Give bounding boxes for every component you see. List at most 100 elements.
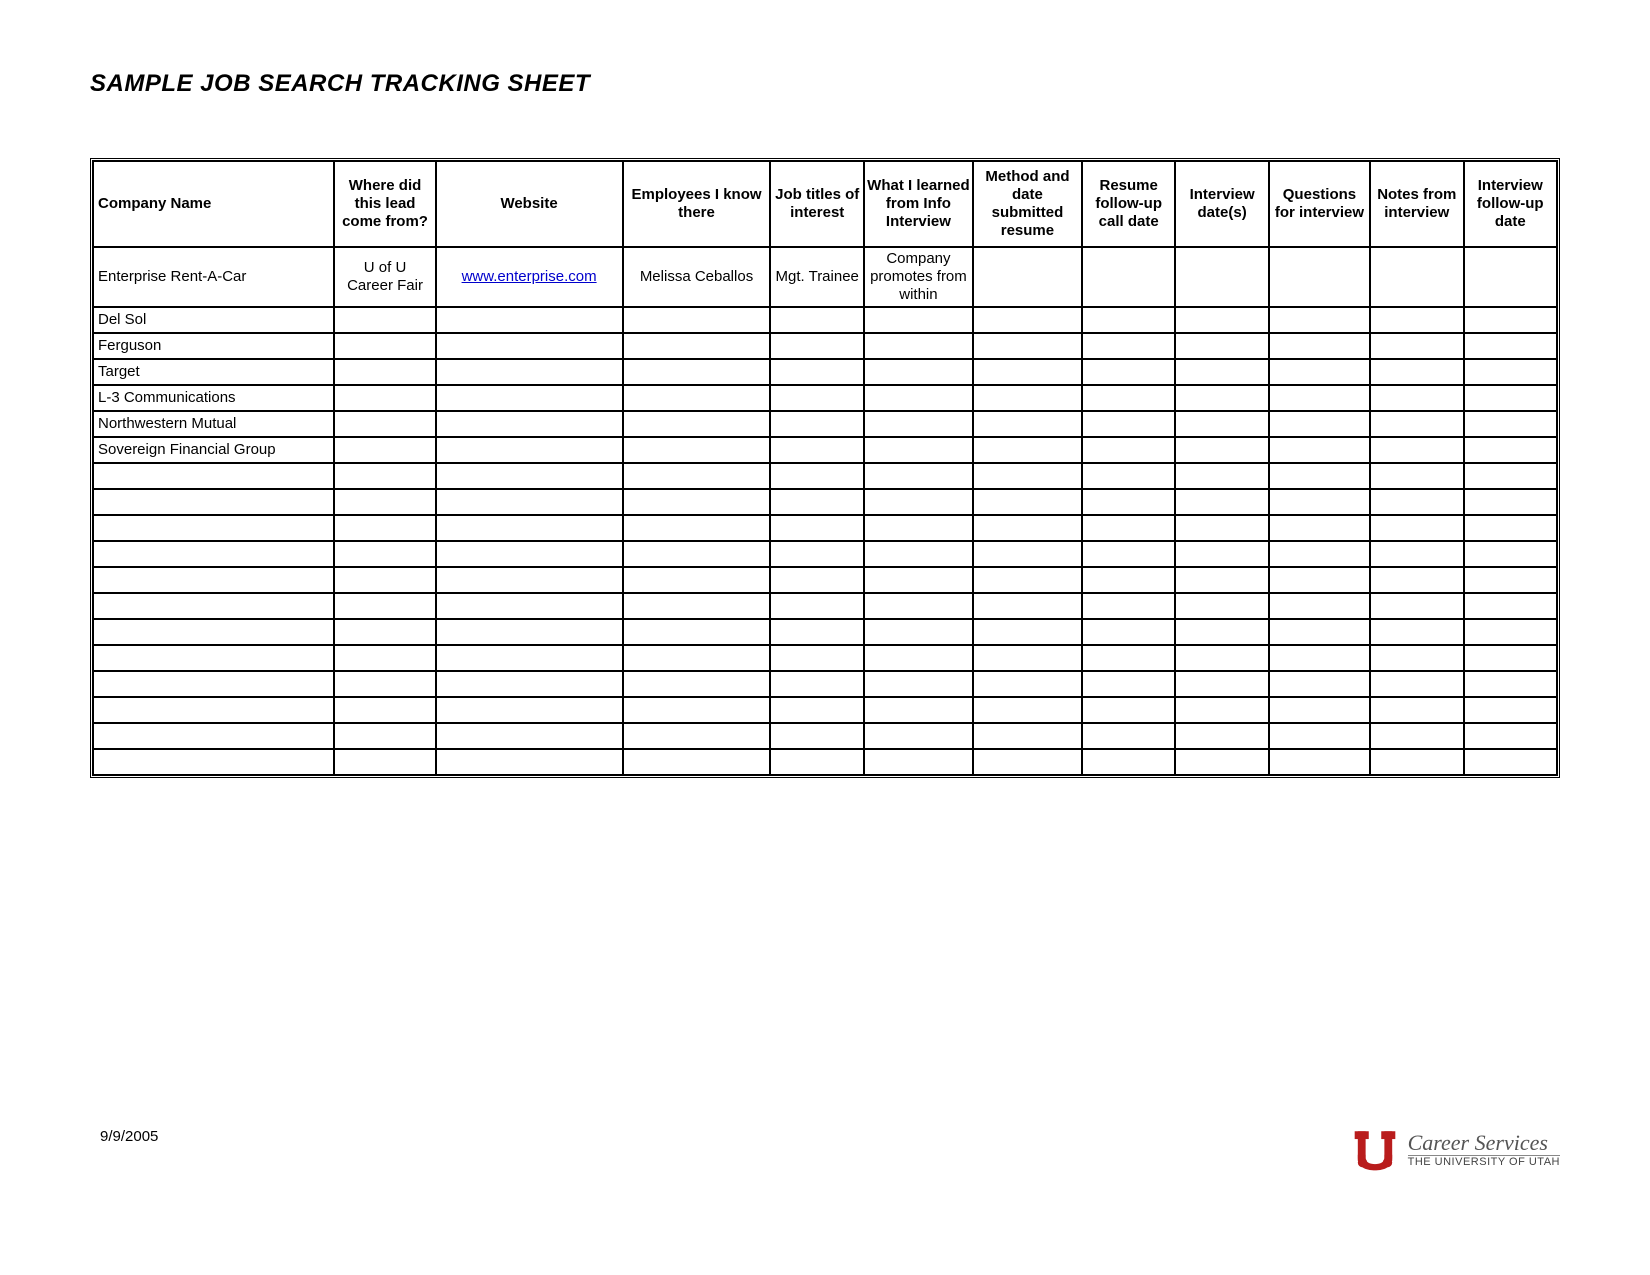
cell-company: Target [93, 359, 334, 385]
cell-company: Enterprise Rent-A-Car [93, 247, 334, 307]
cell-notes [1370, 593, 1463, 619]
cell-learned [864, 307, 973, 333]
cell-questions [1269, 463, 1370, 489]
cell-employees [623, 697, 771, 723]
cell-learned [864, 333, 973, 359]
cell-website [436, 697, 623, 723]
cell-questions [1269, 619, 1370, 645]
cell-employees [623, 723, 771, 749]
cell-titles [770, 359, 863, 385]
cell-notes [1370, 489, 1463, 515]
page: SAMPLE JOB SEARCH TRACKING SHEET Company… [0, 0, 1650, 1275]
cell-resumefu [1082, 411, 1175, 437]
cell-method [973, 619, 1082, 645]
cell-lead [334, 515, 435, 541]
cell-employees [623, 619, 771, 645]
cell-learned [864, 515, 973, 541]
cell-website [436, 541, 623, 567]
cell-resumefu [1082, 541, 1175, 567]
table-row [93, 645, 1557, 671]
cell-learned [864, 541, 973, 567]
cell-ivfu [1464, 619, 1558, 645]
cell-ivdates [1175, 515, 1268, 541]
cell-lead [334, 645, 435, 671]
table-row [93, 671, 1557, 697]
cell-method [973, 437, 1082, 463]
cell-employees [623, 671, 771, 697]
cell-questions [1269, 541, 1370, 567]
cell-notes [1370, 385, 1463, 411]
cell-website [436, 645, 623, 671]
cell-employees [623, 489, 771, 515]
cell-employees [623, 567, 771, 593]
col-header-company: Company Name [93, 161, 334, 247]
cell-website [436, 385, 623, 411]
cell-ivdates [1175, 463, 1268, 489]
cell-resumefu [1082, 489, 1175, 515]
cell-ivdates [1175, 307, 1268, 333]
cell-ivdates [1175, 697, 1268, 723]
table-row: Sovereign Financial Group [93, 437, 1557, 463]
col-header-resumefu: Resume follow-up call date [1082, 161, 1175, 247]
cell-resumefu [1082, 749, 1175, 775]
cell-method [973, 671, 1082, 697]
cell-ivdates [1175, 359, 1268, 385]
brand-line-2: THE UNIVERSITY OF UTAH [1408, 1155, 1560, 1169]
cell-titles [770, 385, 863, 411]
cell-lead [334, 489, 435, 515]
cell-titles [770, 411, 863, 437]
cell-notes [1370, 359, 1463, 385]
cell-resumefu [1082, 645, 1175, 671]
col-header-lead: Where did this lead come from? [334, 161, 435, 247]
cell-ivfu [1464, 567, 1558, 593]
cell-company: Sovereign Financial Group [93, 437, 334, 463]
website-link[interactable]: www.enterprise.com [462, 268, 597, 285]
cell-company [93, 671, 334, 697]
cell-company: L-3 Communications [93, 385, 334, 411]
table-row: Del Sol [93, 307, 1557, 333]
cell-company [93, 723, 334, 749]
table-row [93, 697, 1557, 723]
cell-lead [334, 697, 435, 723]
cell-titles [770, 593, 863, 619]
page-title: SAMPLE JOB SEARCH TRACKING SHEET [90, 70, 1560, 98]
cell-method [973, 723, 1082, 749]
cell-method [973, 385, 1082, 411]
cell-company [93, 489, 334, 515]
cell-learned: Company promotes from within [864, 247, 973, 307]
cell-questions [1269, 697, 1370, 723]
cell-company [93, 749, 334, 775]
cell-lead [334, 541, 435, 567]
cell-ivfu [1464, 645, 1558, 671]
table-row: Target [93, 359, 1557, 385]
cell-learned [864, 671, 973, 697]
cell-resumefu [1082, 619, 1175, 645]
table-row [93, 593, 1557, 619]
table-body: Enterprise Rent-A-CarU of U Career Fairw… [93, 247, 1557, 775]
cell-employees [623, 359, 771, 385]
cell-ivdates [1175, 489, 1268, 515]
cell-website [436, 359, 623, 385]
cell-ivdates [1175, 411, 1268, 437]
cell-titles [770, 489, 863, 515]
cell-resumefu [1082, 307, 1175, 333]
cell-method [973, 749, 1082, 775]
cell-questions [1269, 489, 1370, 515]
cell-notes [1370, 697, 1463, 723]
cell-ivdates [1175, 593, 1268, 619]
cell-lead [334, 333, 435, 359]
footer-brand-text: Career Services THE UNIVERSITY OF UTAH [1408, 1131, 1560, 1169]
cell-ivdates [1175, 749, 1268, 775]
col-header-titles: Job titles of interest [770, 161, 863, 247]
cell-ivfu [1464, 697, 1558, 723]
cell-website [436, 619, 623, 645]
cell-ivdates [1175, 437, 1268, 463]
cell-company [93, 567, 334, 593]
cell-lead [334, 749, 435, 775]
cell-questions [1269, 723, 1370, 749]
university-logo-icon [1350, 1125, 1400, 1175]
cell-resumefu [1082, 515, 1175, 541]
cell-method [973, 645, 1082, 671]
cell-company: Northwestern Mutual [93, 411, 334, 437]
cell-questions [1269, 247, 1370, 307]
